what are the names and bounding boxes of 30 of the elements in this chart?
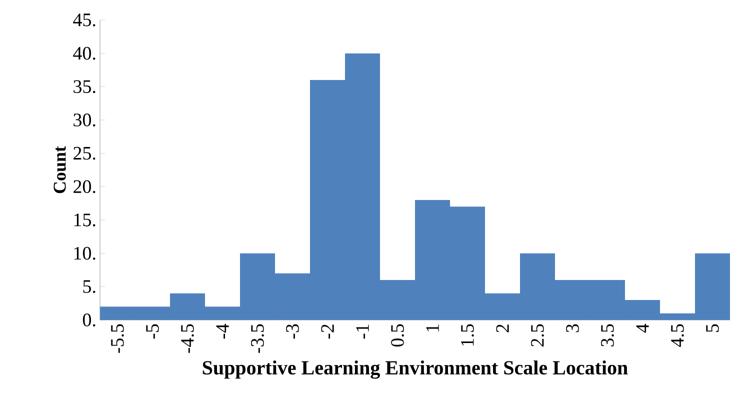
y-tick-label: 30. [74,114,96,126]
y-tick-label: 25. [74,146,96,160]
x-tick-label: 3 [566,324,579,332]
y-tick-label: 20. [74,180,96,194]
x-tick-label: 2.5 [531,324,544,346]
x-tick-label: 3.5 [601,324,614,346]
x-tick-label: 2 [496,324,509,332]
x-tick-label: -5.5 [111,324,124,353]
x-tick-label: -2 [321,324,334,339]
y-axis-title: Count [54,146,66,194]
y-tick-label: 15. [74,214,96,226]
x-tick-label: 1 [426,324,439,332]
y-tick-label: 0. [82,314,96,326]
x-tick-label: -4.5 [181,324,194,353]
x-tick-label: -1 [356,324,369,339]
y-tick-label: 10. [74,246,96,260]
x-tick-label: 4 [636,324,649,333]
y-tick-label: 5. [83,280,96,294]
x-tick-label: -5 [146,324,159,339]
y-tick-label: 40. [73,46,96,60]
x-tick-label: -3.5 [251,324,264,353]
x-tick-label: 4.5 [671,324,684,347]
y-tick-label: 45. [73,14,96,26]
x-tick-label: -3 [286,324,299,339]
x-axis-title: Supportive Learning Environment Scale Location [202,360,628,379]
x-tick-label: -4 [216,324,229,339]
x-tick-label: 0.5 [391,324,404,347]
x-tick-label: 1.5 [461,324,474,346]
x-tick-label: 5 [706,324,719,332]
y-tick-label: 35. [74,80,96,94]
